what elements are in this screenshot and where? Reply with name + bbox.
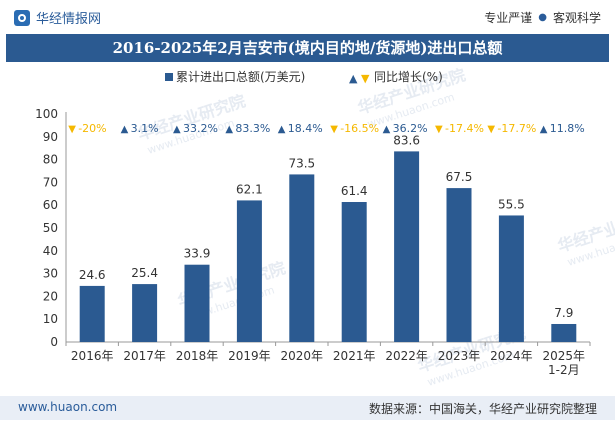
y-tick-label: 80: [43, 153, 58, 167]
tagline: 专业严谨 ● 客观科学: [484, 9, 601, 26]
growth-up-triangle-icon: ▲: [278, 124, 286, 135]
growth-up-triangle-icon: ▲: [173, 124, 181, 135]
x-tick-label: 2019年: [228, 349, 271, 363]
bar-value-label: 25.4: [131, 266, 158, 280]
brand: 华经情报网: [14, 8, 101, 27]
bar: [132, 284, 158, 342]
x-tick-label: 1-2月: [548, 363, 580, 377]
x-tick-label: 2025年: [543, 349, 586, 363]
chart-title: 2016-2025年2月吉安市(境内目的地/货源地)进出口总额: [6, 34, 609, 62]
growth-down-triangle-icon: ▼: [330, 124, 338, 135]
y-tick-label: 10: [43, 312, 58, 326]
bar: [446, 188, 472, 342]
bar-value-label: 7.9: [554, 306, 573, 320]
growth-row: ▼ -20% ▲ 3.1% ▲ 33.2% ▲ 83.3% ▲ 18.4% ▼ -16.5% ▲ 36.2…: [68, 122, 585, 135]
growth-up-triangle-icon: ▲: [225, 124, 233, 135]
bar-value-label: 33.9: [184, 247, 211, 261]
website-link[interactable]: www.huaon.com: [18, 400, 118, 414]
growth-down-triangle-icon: ▼: [487, 124, 495, 135]
y-tick-label: 90: [43, 130, 58, 144]
x-tick-label: 2024年: [490, 349, 533, 363]
bar: [498, 215, 524, 342]
data-source: 数据来源：中国海关，华经产业研究院整理: [368, 402, 597, 416]
top-bar: 华经情报网 专业严谨 ● 客观科学: [0, 0, 615, 34]
bar-value-label: 83.6: [393, 133, 420, 147]
legend-bar-swatch: [165, 73, 173, 81]
brand-logo-icon: [14, 9, 30, 26]
growth-label: 11.8%: [550, 122, 585, 135]
bar-value-label: 61.4: [341, 184, 368, 198]
legend-bar-label: 累计进出口总额(万美元): [176, 70, 305, 84]
axes: 0 10 20 30 40 50 60 70 80 90 100 2016年 2017年 2018年 201…: [35, 107, 591, 377]
bars: 24.6 25.4 33.9 62.1 73.5 61.4 83.6 67.5 55.5 7.9: [79, 133, 577, 342]
legend-growth-label: 同比增长(%): [374, 70, 443, 84]
x-tick-label: 2020年: [281, 349, 324, 363]
brand-name: 华经情报网: [36, 12, 102, 27]
growth-label: 33.2%: [183, 122, 218, 135]
growth-up-triangle-icon: ▲: [540, 124, 548, 135]
y-tick-label: 30: [43, 267, 58, 281]
legend-up-triangle-icon: ▲: [349, 72, 358, 85]
bar: [341, 202, 367, 342]
bar-value-label: 55.5: [498, 197, 525, 211]
y-tick-label: 0: [50, 335, 58, 349]
chart-area: 华经产业研究院www.huaon.com华经产业研究院www.huaon.com…: [35, 65, 615, 389]
growth-label: -20%: [78, 122, 106, 135]
y-tick-label: 40: [43, 244, 58, 258]
growth-down-triangle-icon: ▼: [435, 124, 443, 135]
growth-label: 18.4%: [288, 122, 323, 135]
x-tick-label: 2017年: [123, 349, 166, 363]
growth-label: 83.3%: [235, 122, 270, 135]
y-tick-label: 70: [43, 175, 58, 189]
tag-1: 专业严谨: [484, 11, 533, 25]
y-tick-label: 60: [43, 198, 58, 212]
bar: [184, 264, 210, 342]
footer: www.huaon.com 数据来源：中国海关，华经产业研究院整理: [0, 396, 615, 420]
x-tick-label: 2016年: [71, 349, 114, 363]
bar: [551, 323, 577, 342]
legend-down-triangle-icon: ▼: [361, 72, 370, 85]
tag-2: 客观科学: [552, 11, 601, 25]
x-tick-label: 2021年: [333, 349, 376, 363]
growth-label: -17.4%: [445, 122, 484, 135]
growth-up-triangle-icon: ▲: [121, 124, 129, 135]
bar-value-label: 67.5: [446, 170, 473, 184]
bar: [236, 200, 262, 342]
growth-label: 36.2%: [393, 122, 428, 135]
x-tick-label: 2022年: [385, 349, 428, 363]
bar-value-label: 24.6: [79, 268, 106, 282]
x-tick-label: 2018年: [176, 349, 219, 363]
bar-value-label: 62.1: [236, 182, 263, 196]
growth-down-triangle-icon: ▼: [68, 124, 76, 135]
y-tick-label: 100: [35, 107, 58, 121]
growth-label: 3.1%: [131, 122, 159, 135]
x-tick-label: 2023年: [438, 349, 481, 363]
growth-label: -17.7%: [497, 122, 536, 135]
growth-label: -16.5%: [340, 122, 379, 135]
bar-value-label: 73.5: [288, 156, 315, 170]
growth-up-triangle-icon: ▲: [383, 124, 391, 135]
bar: [79, 285, 105, 342]
dot-separator-icon: ●: [538, 12, 547, 23]
legend: 累计进出口总额(万美元) ▲ ▼ 同比增长(%): [165, 70, 443, 85]
bar: [289, 174, 315, 342]
bar: [394, 151, 420, 342]
y-tick-label: 50: [43, 221, 58, 235]
y-tick-label: 20: [43, 289, 58, 303]
